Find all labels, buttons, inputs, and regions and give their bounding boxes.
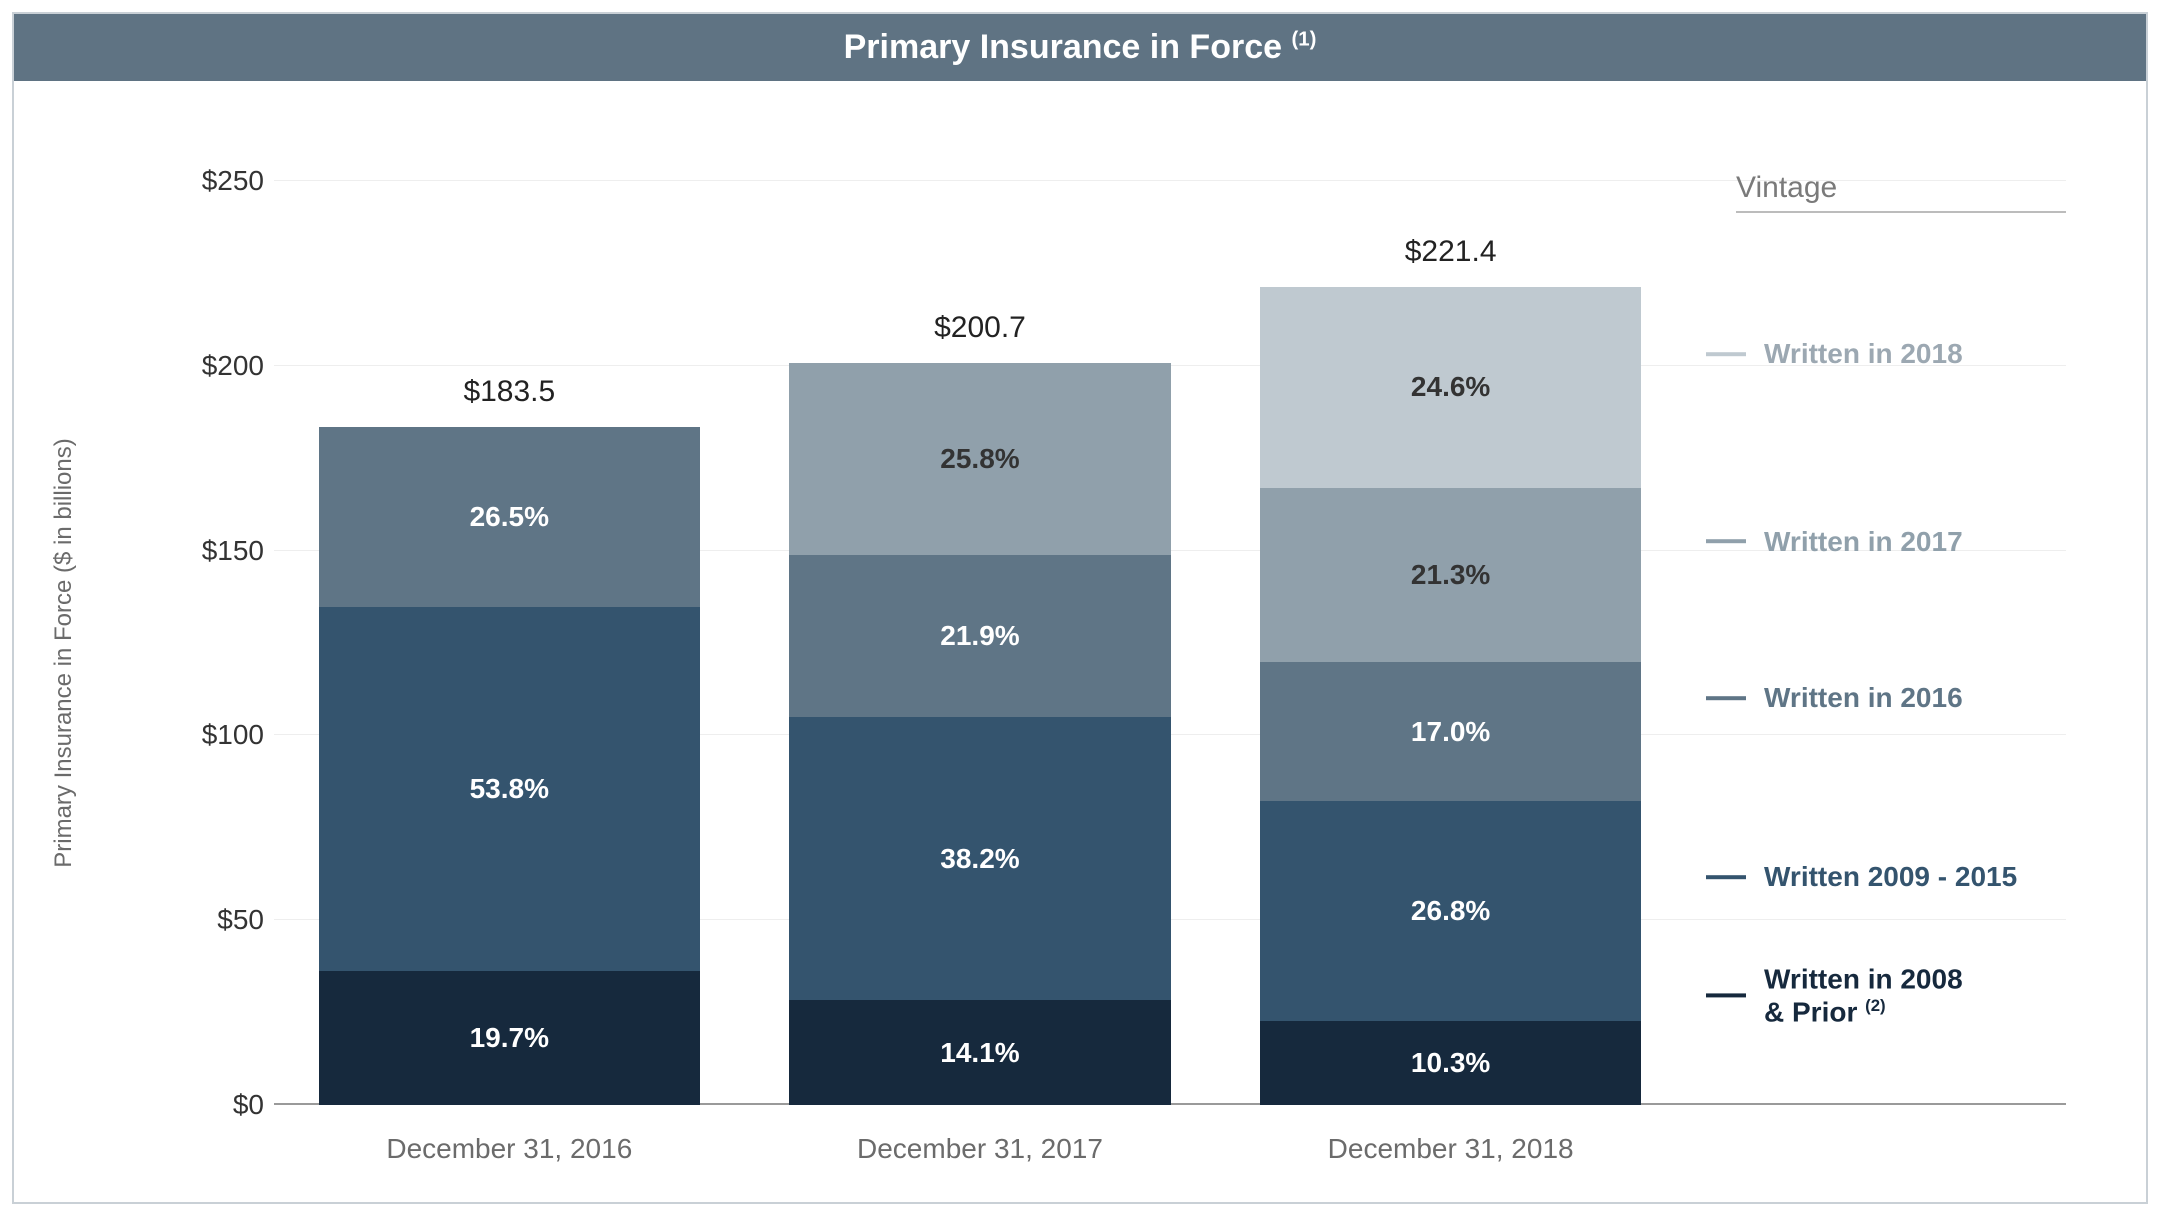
legend-item-w2016: Written in 2016 (1706, 681, 1963, 715)
chart-title: Primary Insurance in Force (1) (14, 14, 2146, 81)
bar-group: 19.7%53.8%26.5%$183.5 (319, 181, 700, 1105)
legend-label: Written in 2017 (1764, 525, 1963, 559)
bar-total-label: $200.7 (789, 311, 1170, 345)
legend-label: Written in 2016 (1764, 681, 1963, 715)
x-axis-labels: December 31, 2016 December 31, 2017 Decemb… (274, 1133, 1686, 1165)
legend-swatch (1706, 352, 1746, 356)
bar-segment-w2009_2015: 26.8% (1260, 801, 1641, 1020)
bar-segment-w2008prior: 14.1% (789, 1000, 1170, 1105)
bar-group: 14.1%38.2%21.9%25.8% $200.7 (789, 181, 1170, 1105)
plot-wrap: Primary Insurance in Force ($ in billion… (54, 121, 2106, 1185)
plot-area: 19.7%53.8%26.5%$183.514.1%38.2%21.9%25.8… (274, 181, 1686, 1105)
title-superscript: (1) (1291, 29, 1316, 51)
chart-card: Primary Insurance in Force (1) Primary I… (12, 12, 2148, 1204)
bar-group: 10.3%26.8%17.0%21.3%24.6%$221.4 (1260, 181, 1641, 1105)
x-tick-label: December 31, 2017 (789, 1133, 1170, 1165)
legend-swatch (1706, 875, 1746, 879)
bar-total-label: $221.4 (1260, 235, 1641, 269)
y-tick-label: $0 (174, 1089, 264, 1121)
bar-segment-w2018: 24.6% (1260, 287, 1641, 488)
y-axis-label: Primary Insurance in Force ($ in billion… (50, 438, 78, 867)
y-tick-label: $50 (174, 904, 264, 936)
title-text: Primary Insurance in Force (844, 28, 1292, 66)
x-tick-label: December 31, 2016 (319, 1133, 700, 1165)
bar-segment-w2016: 17.0% (1260, 662, 1641, 801)
legend-swatch (1706, 994, 1746, 998)
y-tick-label: $150 (174, 535, 264, 567)
legend-item-w2018: Written in 2018 (1706, 337, 1963, 371)
bars-container: 19.7%53.8%26.5%$183.514.1%38.2%21.9%25.8… (274, 181, 1686, 1105)
chart-body: Primary Insurance in Force ($ in billion… (14, 81, 2146, 1205)
bar-segment-w2017: 25.8% (789, 363, 1170, 554)
bar-stack: 19.7%53.8%26.5% (319, 181, 700, 1105)
legend-item-w2009_2015: Written 2009 - 2015 (1706, 861, 2017, 895)
bar-segment-w2016: 21.9% (789, 555, 1170, 717)
bar-stack: 10.3%26.8%17.0%21.3%24.6% (1260, 181, 1641, 1105)
legend-item-w2017: Written in 2017 (1706, 525, 1963, 559)
bar-segment-w2017: 21.3% (1260, 488, 1641, 662)
y-tick-label: $200 (174, 350, 264, 382)
legend-title: Vintage (1736, 171, 2066, 213)
y-tick-label: $100 (174, 719, 264, 751)
legend-label: Written in 2008 & Prior (2) (1764, 962, 1963, 1029)
bar-segment-w2008prior: 10.3% (1260, 1021, 1641, 1105)
legend: Vintage Written in 2018Written in 2017Wr… (1706, 181, 2066, 1105)
bar-segment-w2009_2015: 53.8% (319, 607, 700, 972)
legend-swatch (1706, 540, 1746, 544)
y-tick-label: $250 (174, 165, 264, 197)
bar-total-label: $183.5 (319, 375, 700, 409)
bar-segment-w2016: 26.5% (319, 427, 700, 607)
bar-segment-w2009_2015: 38.2% (789, 717, 1170, 1000)
legend-item-w2008prior: Written in 2008 & Prior (2) (1706, 962, 1963, 1029)
x-tick-label: December 31, 2018 (1260, 1133, 1641, 1165)
legend-swatch (1706, 696, 1746, 700)
bar-segment-w2008prior: 19.7% (319, 971, 700, 1105)
legend-label: Written 2009 - 2015 (1764, 861, 2017, 895)
legend-label: Written in 2018 (1764, 337, 1963, 371)
